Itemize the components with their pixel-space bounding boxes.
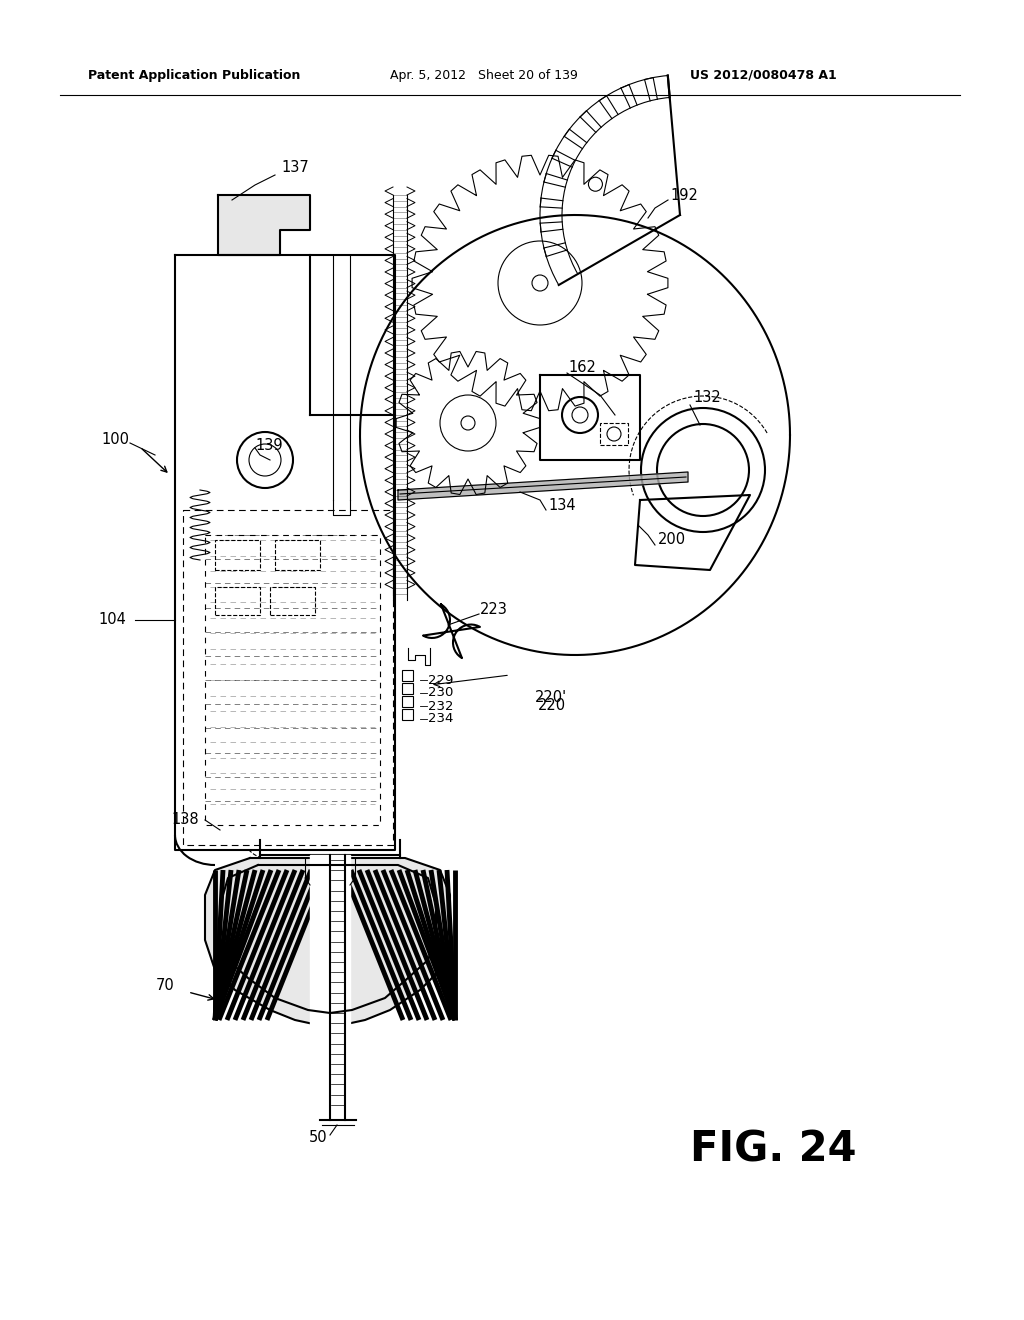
Text: 223: 223 bbox=[480, 602, 508, 618]
Text: 220': 220' bbox=[535, 690, 567, 705]
Text: 100: 100 bbox=[101, 433, 129, 447]
Text: Apr. 5, 2012   Sheet 20 of 139: Apr. 5, 2012 Sheet 20 of 139 bbox=[390, 69, 578, 82]
Bar bbox=[402, 671, 413, 681]
Bar bbox=[275, 540, 319, 570]
Text: 220: 220 bbox=[538, 697, 566, 713]
Text: Patent Application Publication: Patent Application Publication bbox=[88, 69, 300, 82]
Bar bbox=[215, 540, 260, 570]
Polygon shape bbox=[205, 858, 450, 1026]
Polygon shape bbox=[218, 195, 310, 255]
Bar bbox=[402, 696, 413, 708]
Text: 232: 232 bbox=[428, 700, 454, 713]
Bar bbox=[215, 587, 260, 615]
Text: 139: 139 bbox=[255, 437, 283, 453]
Text: 200: 200 bbox=[658, 532, 686, 548]
Text: US 2012/0080478 A1: US 2012/0080478 A1 bbox=[690, 69, 837, 82]
Bar bbox=[270, 587, 315, 615]
Text: FIG. 24: FIG. 24 bbox=[690, 1129, 856, 1171]
Text: 162: 162 bbox=[568, 360, 596, 375]
Text: 50: 50 bbox=[308, 1130, 328, 1146]
Text: 234: 234 bbox=[428, 713, 454, 726]
Text: 134: 134 bbox=[548, 498, 575, 512]
Bar bbox=[402, 709, 413, 719]
Text: 137: 137 bbox=[282, 161, 309, 176]
Text: 229: 229 bbox=[428, 673, 454, 686]
Text: 192: 192 bbox=[670, 187, 698, 202]
Bar bbox=[402, 682, 413, 694]
Text: 132: 132 bbox=[693, 391, 721, 405]
Bar bbox=[600, 422, 628, 445]
Text: 230: 230 bbox=[428, 686, 454, 700]
Text: 138: 138 bbox=[171, 813, 199, 828]
Polygon shape bbox=[310, 855, 350, 1030]
Polygon shape bbox=[398, 473, 688, 500]
Text: 70: 70 bbox=[156, 978, 174, 993]
Text: 104: 104 bbox=[98, 612, 126, 627]
